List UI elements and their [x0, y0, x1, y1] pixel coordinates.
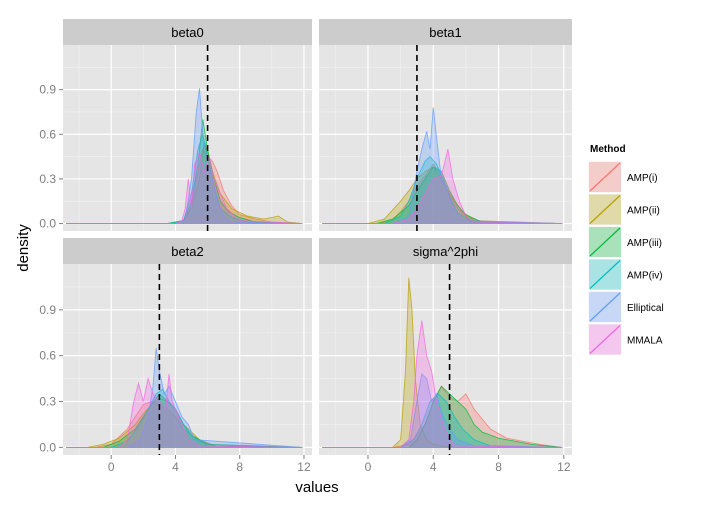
density-area-MMALA — [66, 150, 303, 225]
density-area-AMP(ii) — [322, 166, 563, 225]
y-tick-label: 0.3 — [39, 395, 56, 409]
facet-strip — [319, 238, 572, 264]
legend-line — [589, 162, 621, 192]
facet-title: sigma^2phi — [413, 244, 478, 259]
legend-item-AMP(i): AMP(i) — [587, 160, 658, 194]
density-area-Elliptical — [322, 107, 563, 225]
facet-panel-4: sigma^2phi 0 4 8 12 — [319, 238, 572, 474]
density-area-MMALA — [322, 149, 563, 225]
facet-panels: beta0 0.0 0.3 0.6 0.9 beta1 beta2 0.0 0.3 0.6 0.9 0… — [39, 19, 572, 474]
y-tick-label: 0.9 — [39, 83, 56, 97]
facet-strip — [63, 19, 312, 45]
density-area-AMP(i) — [322, 163, 563, 225]
legend-item-AMP(iii): AMP(iii) — [587, 225, 662, 259]
facet-panel-1: beta0 0.0 0.3 0.6 0.9 — [39, 19, 312, 231]
facet-strip — [319, 19, 572, 45]
y-tick-label: 0.0 — [39, 440, 56, 454]
density-area-Elliptical — [66, 347, 303, 448]
x-tick-label: 0 — [108, 460, 115, 474]
y-axis-label: density — [15, 224, 32, 272]
x-tick-label: 0 — [365, 460, 372, 474]
density-area-AMP(i) — [66, 148, 303, 225]
legend: Method AMP(i) AMP(ii) AMP(iii) AMP(iv) Ellip… — [587, 144, 664, 356]
legend-line — [589, 292, 621, 322]
facet-strip — [63, 238, 312, 264]
x-tick-label: 12 — [557, 460, 571, 474]
y-tick-label: 0.9 — [39, 303, 56, 317]
panel-background — [319, 45, 572, 231]
panel-background — [319, 264, 572, 455]
legend-line — [589, 260, 621, 289]
x-tick-label: 8 — [236, 460, 243, 474]
facet-panel-2: beta1 — [319, 19, 572, 231]
density-area-AMP(ii) — [66, 141, 303, 225]
density-area-Elliptical — [322, 373, 563, 448]
legend-label: AMP(ii) — [627, 206, 660, 217]
y-tick-label: 0.6 — [39, 127, 56, 141]
density-area-AMP(iv) — [66, 388, 303, 448]
density-area-MMALA — [322, 320, 563, 448]
legend-item-AMP(iv): AMP(iv) — [587, 258, 663, 291]
y-tick-label: 0.0 — [39, 217, 56, 231]
legend-label: Elliptical — [627, 303, 664, 314]
density-area-Elliptical — [66, 88, 303, 225]
facet-title: beta0 — [171, 25, 204, 40]
legend-line — [589, 195, 621, 224]
legend-label: AMP(i) — [627, 173, 658, 184]
x-axis-label: values — [295, 479, 338, 496]
y-tick-label: 0.3 — [39, 172, 56, 186]
panel-background — [63, 45, 312, 231]
y-tick-label: 0.6 — [39, 349, 56, 363]
facet-title: beta1 — [429, 25, 462, 40]
density-area-MMALA — [66, 373, 303, 448]
legend-label: AMP(iii) — [627, 238, 662, 249]
density-area-AMP(iii) — [322, 385, 563, 448]
legend-label: AMP(iv) — [627, 271, 663, 282]
x-tick-label: 12 — [297, 460, 311, 474]
legend-line — [589, 227, 621, 257]
x-tick-label: 4 — [430, 460, 437, 474]
legend-item-MMALA: MMALA — [587, 323, 663, 356]
legend-label: MMALA — [627, 336, 663, 347]
density-area-AMP(iii) — [66, 393, 303, 448]
facet-title: beta2 — [171, 244, 204, 259]
legend-line — [589, 325, 621, 354]
x-tick-label: 8 — [495, 460, 502, 474]
facet-panel-3: beta2 0.0 0.3 0.6 0.9 0 4 8 12 — [39, 238, 312, 474]
x-tick-label: 4 — [172, 460, 179, 474]
legend-title: Method — [590, 144, 626, 155]
legend-item-AMP(ii): AMP(ii) — [587, 193, 660, 226]
legend-item-Elliptical: Elliptical — [587, 290, 664, 324]
